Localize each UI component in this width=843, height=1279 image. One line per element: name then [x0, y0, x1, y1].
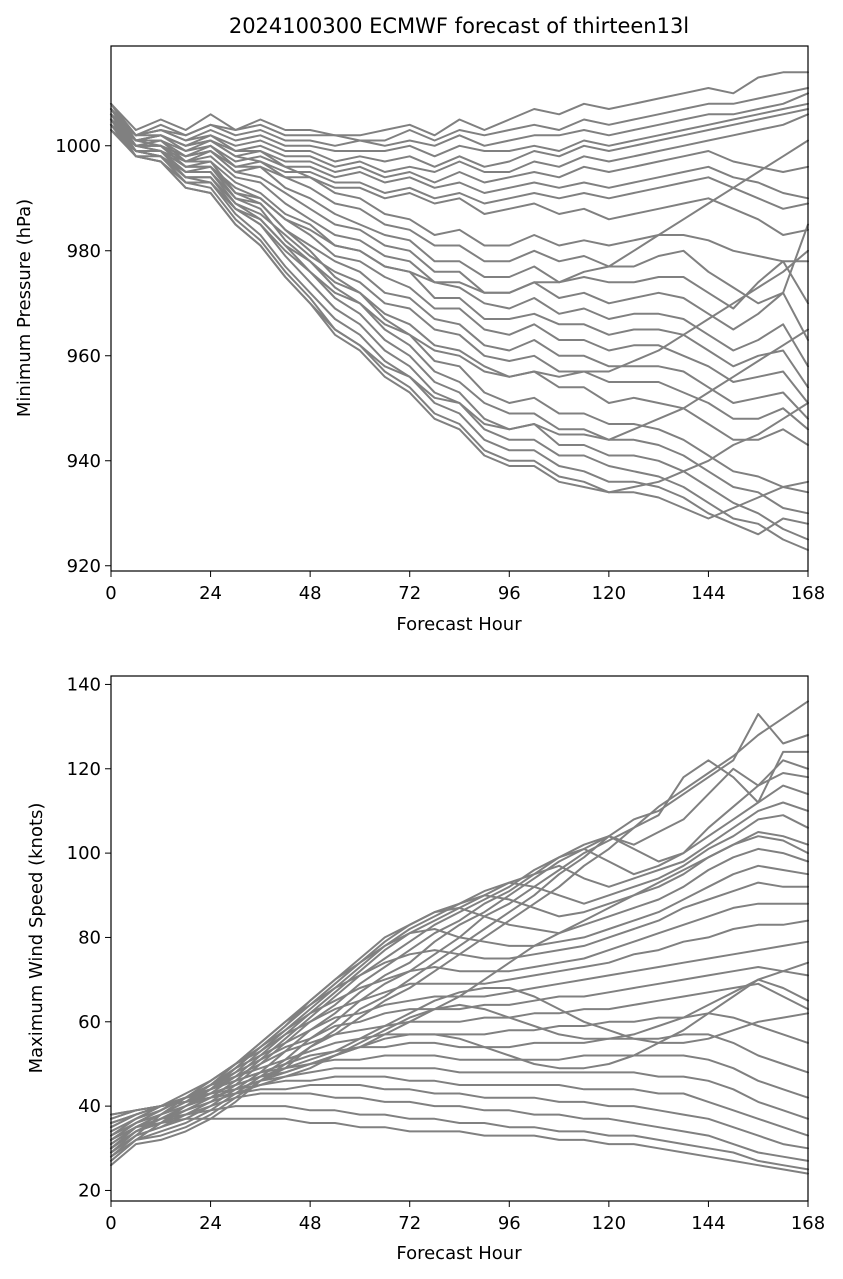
wind-y-tick-label: 80 — [78, 927, 101, 948]
wind-x-tick-label: 24 — [199, 1213, 222, 1234]
wind-y-tick-label: 100 — [67, 843, 101, 864]
pressure-series-line-17 — [110, 118, 809, 404]
pressure-series-line-1 — [110, 71, 809, 137]
pressure-axes-frame — [110, 45, 809, 572]
wind-x-ticks: 0 24 48 72 96 120 144 168 — [105, 1201, 825, 1234]
pressure-series-line-19 — [110, 123, 809, 431]
pressure-series-line-18 — [110, 123, 809, 420]
pressure-series-line-14 — [110, 113, 809, 341]
wind-series-line-9 — [110, 831, 809, 1146]
wind-y-tick-label: 140 — [67, 674, 101, 695]
wind-series-line-18 — [110, 1012, 809, 1124]
pressure-y-tick-label: 940 — [67, 451, 101, 472]
pressure-series-line-8 — [110, 123, 809, 200]
wind-series-line-23 — [110, 1084, 809, 1150]
wind-x-tick-label: 120 — [592, 1213, 626, 1234]
pressure-y-tick-label: 960 — [67, 346, 101, 367]
wind-series-line-24 — [110, 1092, 809, 1162]
pressure-series-line-30 — [110, 129, 809, 294]
wind-series-line-14 — [110, 919, 809, 1133]
wind-axes-frame — [110, 675, 809, 1202]
pressure-series-line-21 — [110, 102, 809, 494]
pressure-series-line-16 — [110, 118, 809, 389]
wind-series-line-29 — [110, 961, 809, 1154]
pressure-chart: 0 24 48 72 96 120 144 168 920 940 960 980 1000 Fore… — [14, 45, 825, 635]
pressure-x-tick-label: 48 — [299, 583, 322, 604]
wind-series-line-21 — [110, 1067, 809, 1120]
wind-series-line-2 — [110, 713, 809, 1162]
pressure-series-line-26 — [110, 118, 809, 520]
wind-series-line-25 — [110, 1105, 809, 1171]
pressure-x-tick-label: 120 — [592, 583, 626, 604]
pressure-y-ticks: 920 940 960 980 1000 — [55, 136, 111, 577]
pressure-series-line-6 — [110, 113, 809, 173]
figure-title: 2024100300 ECMWF forecast of thirteen13l — [229, 14, 689, 38]
wind-y-tick-label: 120 — [67, 759, 101, 780]
pressure-y-tick-label: 980 — [67, 241, 101, 262]
wind-x-tick-label: 96 — [498, 1213, 521, 1234]
pressure-y-tick-label: 1000 — [55, 136, 101, 157]
wind-series-line-17 — [110, 982, 809, 1129]
pressure-series-line-15 — [110, 113, 809, 368]
pressure-series-line-28 — [110, 123, 809, 441]
wind-series-line-6 — [110, 784, 809, 1150]
wind-chart: 0 24 48 72 96 120 144 168 20 40 60 80 100 120 140 For… — [26, 674, 825, 1264]
pressure-series-line-5 — [110, 108, 809, 168]
wind-y-tick-label: 40 — [78, 1096, 101, 1117]
pressure-series-lines — [110, 71, 809, 551]
wind-y-tick-label: 20 — [78, 1180, 101, 1201]
pressure-series-line-12 — [110, 108, 809, 305]
wind-x-tick-label: 48 — [299, 1213, 322, 1234]
pressure-x-axis-label: Forecast Hour — [396, 614, 522, 635]
pressure-series-line-2 — [110, 87, 809, 142]
pressure-x-tick-label: 96 — [498, 583, 521, 604]
wind-x-axis-label: Forecast Hour — [396, 1243, 522, 1264]
wind-y-ticks: 20 40 60 80 100 120 140 — [67, 674, 111, 1201]
wind-series-lines — [110, 700, 809, 1175]
pressure-series-line-25 — [110, 113, 809, 536]
wind-series-line-16 — [110, 966, 809, 1129]
pressure-x-tick-label: 0 — [105, 583, 116, 604]
pressure-series-line-13 — [110, 108, 809, 310]
pressure-series-line-29 — [110, 123, 809, 378]
pressure-x-tick-label: 72 — [398, 583, 421, 604]
pressure-y-tick-label: 920 — [67, 556, 101, 577]
pressure-series-line-11 — [110, 102, 809, 263]
wind-series-line-30 — [110, 978, 809, 1150]
pressure-series-line-22 — [110, 108, 809, 515]
wind-x-tick-label: 72 — [398, 1213, 421, 1234]
pressure-x-tick-label: 144 — [691, 583, 725, 604]
pressure-series-line-23 — [110, 108, 809, 541]
wind-x-tick-label: 144 — [691, 1213, 725, 1234]
pressure-y-axis-label: Minimum Pressure (hPa) — [14, 199, 35, 417]
wind-series-line-11 — [110, 864, 809, 1141]
pressure-series-line-9 — [110, 123, 809, 210]
pressure-series-line-4 — [110, 102, 809, 158]
pressure-x-tick-label: 24 — [199, 583, 222, 604]
wind-series-line-27 — [110, 835, 809, 1158]
pressure-x-ticks: 0 24 48 72 96 120 144 168 — [105, 571, 825, 604]
wind-y-axis-label: Maximum Wind Speed (knots) — [26, 803, 47, 1074]
pressure-x-tick-label: 168 — [791, 583, 825, 604]
wind-x-tick-label: 168 — [791, 1213, 825, 1234]
pressure-series-line-3 — [110, 92, 809, 147]
wind-y-tick-label: 60 — [78, 1012, 101, 1033]
wind-series-line-28 — [110, 987, 809, 1162]
wind-series-line-26 — [110, 1117, 809, 1175]
wind-x-tick-label: 0 — [105, 1213, 116, 1234]
